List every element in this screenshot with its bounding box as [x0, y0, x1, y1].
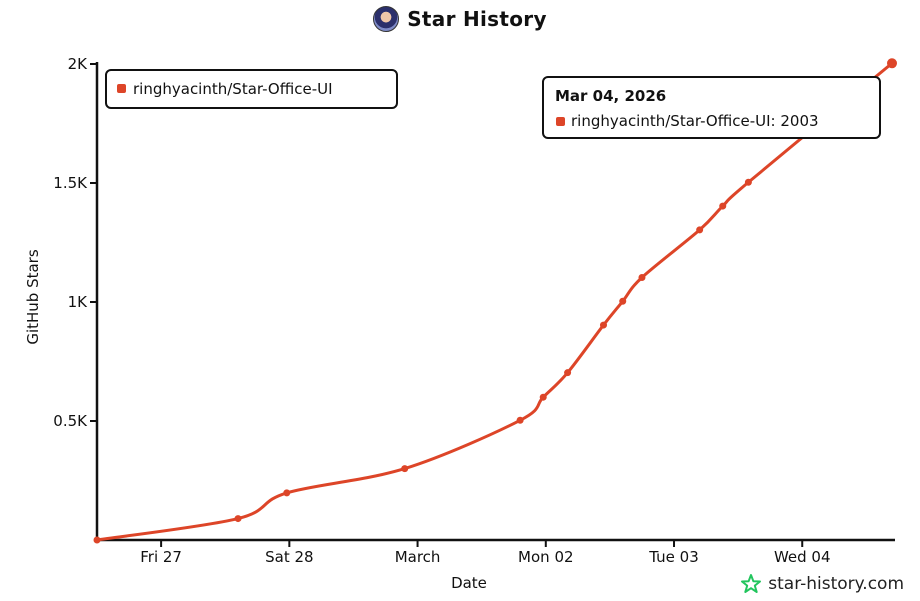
data-point[interactable] — [744, 178, 752, 186]
series-layer — [93, 58, 897, 544]
legend-swatch — [117, 84, 126, 93]
data-point[interactable] — [696, 226, 704, 234]
data-point[interactable] — [401, 465, 409, 473]
data-point[interactable] — [234, 515, 242, 523]
y-tick-label: 0.5K — [53, 412, 88, 430]
tooltip-swatch — [556, 117, 565, 126]
data-point[interactable] — [619, 297, 627, 305]
legend[interactable]: ringhyacinth/Star-Office-UI — [105, 69, 398, 109]
brand-link[interactable]: star-history.com — [740, 573, 904, 595]
y-axis-title: GitHub Stars — [24, 249, 42, 345]
highlighted-point[interactable] — [887, 58, 897, 69]
brand-text: star-history.com — [768, 574, 904, 594]
data-point[interactable] — [638, 273, 646, 281]
y-tick-label: 1.5K — [53, 174, 88, 192]
data-point[interactable] — [516, 416, 524, 424]
tooltip-label: ringhyacinth/Star-Office-UI: 2003 — [571, 112, 819, 130]
tooltip-box — [542, 76, 881, 139]
data-point[interactable] — [283, 489, 291, 497]
x-axis-title: Date — [451, 574, 487, 592]
x-tick-label: Mon 02 — [518, 548, 573, 566]
x-tick-label: Tue 03 — [648, 548, 698, 566]
legend-label: ringhyacinth/Star-Office-UI — [133, 80, 333, 98]
y-tick-label: 2K — [68, 55, 89, 73]
x-ticks: Fri 27 Sat 28 March Mon 02 Tue 03 Wed 04 — [140, 539, 831, 566]
data-point[interactable] — [93, 536, 101, 544]
tooltip: Mar 04, 2026 ringhyacinth/Star-Office-UI… — [542, 76, 881, 139]
chart-title: Star History — [407, 7, 547, 31]
star-logo-icon — [741, 574, 762, 593]
tooltip-date: Mar 04, 2026 — [555, 87, 666, 105]
x-tick-label: March — [395, 548, 441, 566]
y-ticks: 0.5K 1K 1.5K 2K — [53, 55, 98, 430]
y-tick-label: 1K — [68, 293, 89, 311]
x-tick-label: Wed 04 — [774, 548, 831, 566]
avatar-icon — [373, 6, 400, 32]
data-point[interactable] — [539, 393, 547, 401]
data-point[interactable] — [564, 369, 572, 377]
x-tick-label: Fri 27 — [140, 548, 182, 566]
x-tick-label: Sat 28 — [265, 548, 313, 566]
chart-header: Star History — [0, 4, 920, 34]
legend-box — [105, 69, 398, 109]
data-point[interactable] — [719, 202, 727, 210]
data-point[interactable] — [599, 321, 607, 329]
